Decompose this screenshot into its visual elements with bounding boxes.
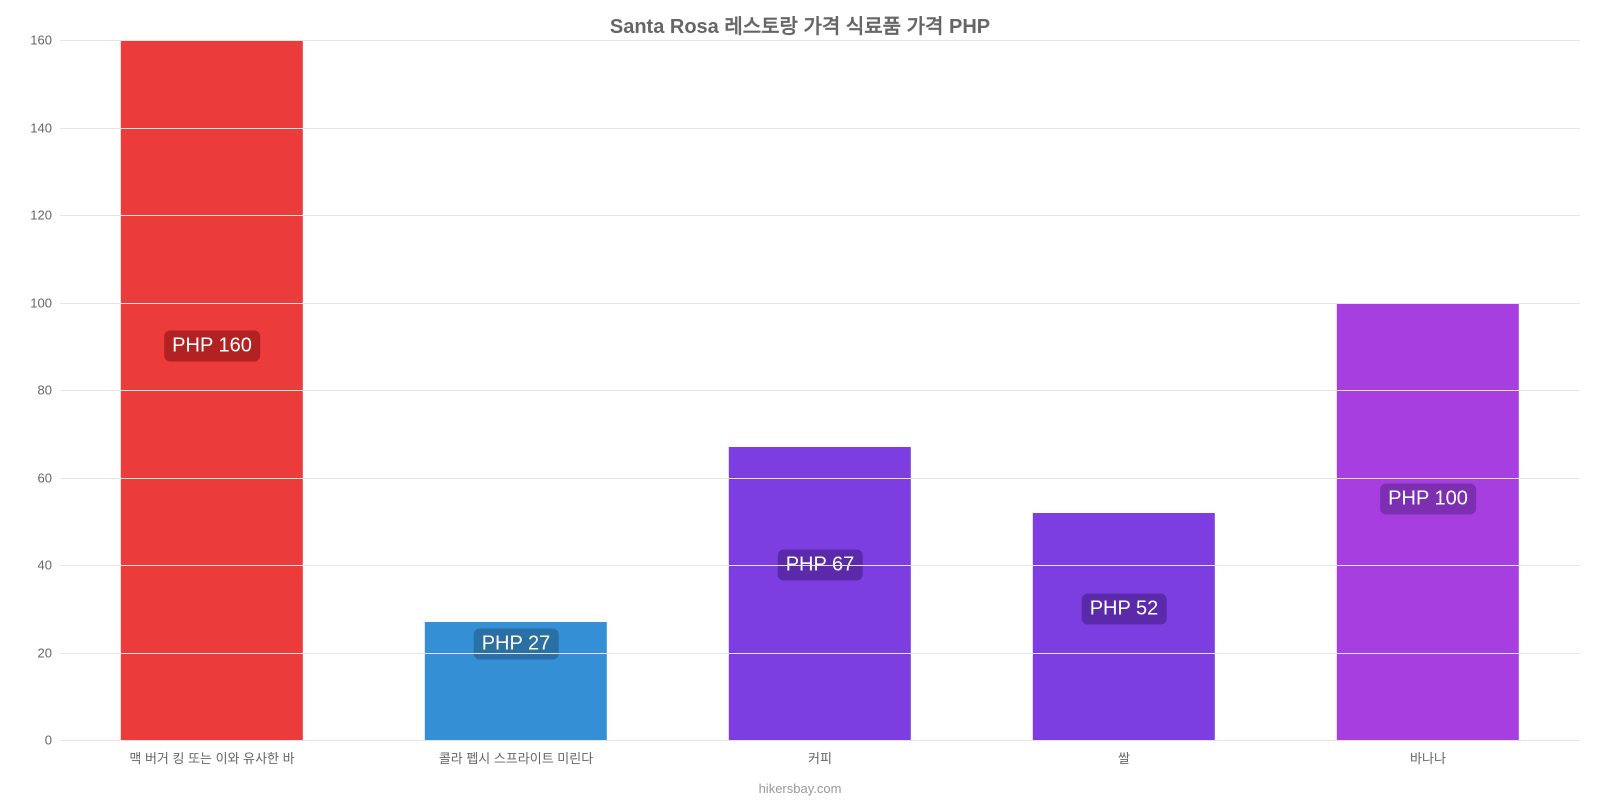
y-tick-label: 0: [12, 733, 52, 748]
y-tick-label: 160: [12, 33, 52, 48]
grid-line: [60, 215, 1580, 216]
y-tick-label: 40: [12, 558, 52, 573]
grid-line: [60, 565, 1580, 566]
y-tick-label: 140: [12, 120, 52, 135]
y-tick-label: 80: [12, 383, 52, 398]
plot-area: PHP 160 PHP 27 PHP 67 PHP 52 PHP 100 020…: [60, 40, 1580, 740]
x-label: 콜라 펩시 스프라이트 미린다: [364, 748, 668, 767]
bar-value-label: PHP 27: [474, 628, 559, 659]
chart-title: Santa Rosa 레스토랑 가격 식료품 가격 PHP: [0, 10, 1600, 39]
bar-value-label: PHP 52: [1082, 593, 1167, 624]
x-label: 쌀: [972, 748, 1276, 767]
grid-line: [60, 390, 1580, 391]
bar-value-label: PHP 100: [1380, 484, 1476, 515]
y-tick-label: 60: [12, 470, 52, 485]
y-tick-label: 20: [12, 645, 52, 660]
bar-banana: [1337, 303, 1519, 741]
x-label: 맥 버거 킹 또는 이와 유사한 바: [60, 748, 364, 767]
source-attribution: hikersbay.com: [0, 781, 1600, 796]
bar-coffee: [729, 447, 911, 740]
bar-value-label: PHP 160: [164, 331, 260, 362]
x-label: 커피: [668, 748, 972, 767]
grid-line: [60, 128, 1580, 129]
grid-line: [60, 740, 1580, 741]
grid-line: [60, 653, 1580, 654]
y-tick-label: 120: [12, 208, 52, 223]
x-axis-labels: 맥 버거 킹 또는 이와 유사한 바 콜라 펩시 스프라이트 미린다 커피 쌀 …: [60, 748, 1580, 767]
bar-rice: [1033, 513, 1215, 741]
y-tick-label: 100: [12, 295, 52, 310]
grid-line: [60, 40, 1580, 41]
x-label: 바나나: [1276, 748, 1580, 767]
grid-line: [60, 303, 1580, 304]
grid-line: [60, 478, 1580, 479]
